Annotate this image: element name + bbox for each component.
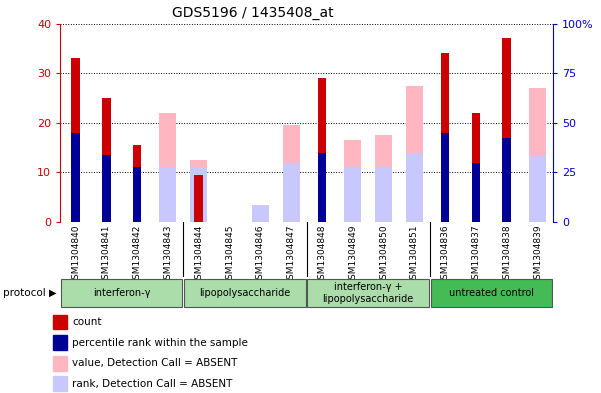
Bar [472,113,480,222]
FancyBboxPatch shape [185,279,305,307]
Text: value, Detection Call = ABSENT: value, Detection Call = ABSENT [72,358,237,368]
Text: GSM1304848: GSM1304848 [317,225,326,285]
Text: GSM1304847: GSM1304847 [287,225,296,285]
Text: interferon-γ: interferon-γ [93,288,150,298]
Text: GSM1304849: GSM1304849 [348,225,357,285]
Bar [194,175,203,222]
Text: lipopolysaccharide: lipopolysaccharide [200,288,290,298]
Bar [406,86,423,222]
Text: GSM1304836: GSM1304836 [441,225,450,285]
Text: percentile rank within the sample: percentile rank within the sample [72,338,248,348]
FancyBboxPatch shape [308,279,429,307]
Bar [133,145,141,222]
Bar [53,314,67,329]
Text: GSM1304838: GSM1304838 [502,225,511,285]
Text: GSM1304843: GSM1304843 [163,225,172,285]
Bar [133,167,141,222]
Bar [159,167,176,222]
Text: GSM1304844: GSM1304844 [194,225,203,285]
Bar [529,155,546,222]
Bar [502,138,511,222]
Text: count: count [72,317,102,327]
Bar [344,140,361,222]
Bar [159,113,176,222]
Text: GSM1304842: GSM1304842 [133,225,142,285]
Bar [472,162,480,222]
Bar [71,58,80,222]
Bar [502,39,511,222]
Bar [191,160,207,222]
Bar [53,335,67,350]
Bar [102,155,111,222]
Bar [282,125,299,222]
Bar [375,167,392,222]
Text: GSM1304839: GSM1304839 [533,225,542,285]
Bar [317,152,326,222]
Text: protocol: protocol [3,288,46,298]
Text: interferon-γ +
lipopolysaccharide: interferon-γ + lipopolysaccharide [323,282,413,303]
FancyBboxPatch shape [61,279,182,307]
Bar [102,98,111,222]
Bar [529,88,546,222]
Bar [441,53,450,222]
Bar [344,167,361,222]
Text: GDS5196 / 1435408_at: GDS5196 / 1435408_at [172,6,333,20]
Bar [375,135,392,222]
Text: GSM1304841: GSM1304841 [102,225,111,285]
Bar [252,205,269,222]
Bar [191,167,207,222]
Text: GSM1304846: GSM1304846 [256,225,265,285]
Text: ▶: ▶ [49,288,56,298]
Bar [317,78,326,222]
Bar [53,376,67,391]
Text: untreated control: untreated control [449,288,534,298]
Bar [406,152,423,222]
Bar [441,133,450,222]
Text: GSM1304845: GSM1304845 [225,225,234,285]
Bar [252,205,269,222]
Text: GSM1304837: GSM1304837 [471,225,480,285]
Bar [53,356,67,371]
Text: GSM1304840: GSM1304840 [71,225,80,285]
Bar [282,162,299,222]
Text: GSM1304851: GSM1304851 [410,225,419,285]
Text: rank, Detection Call = ABSENT: rank, Detection Call = ABSENT [72,379,232,389]
Bar [71,133,80,222]
Text: GSM1304850: GSM1304850 [379,225,388,285]
FancyBboxPatch shape [431,279,552,307]
